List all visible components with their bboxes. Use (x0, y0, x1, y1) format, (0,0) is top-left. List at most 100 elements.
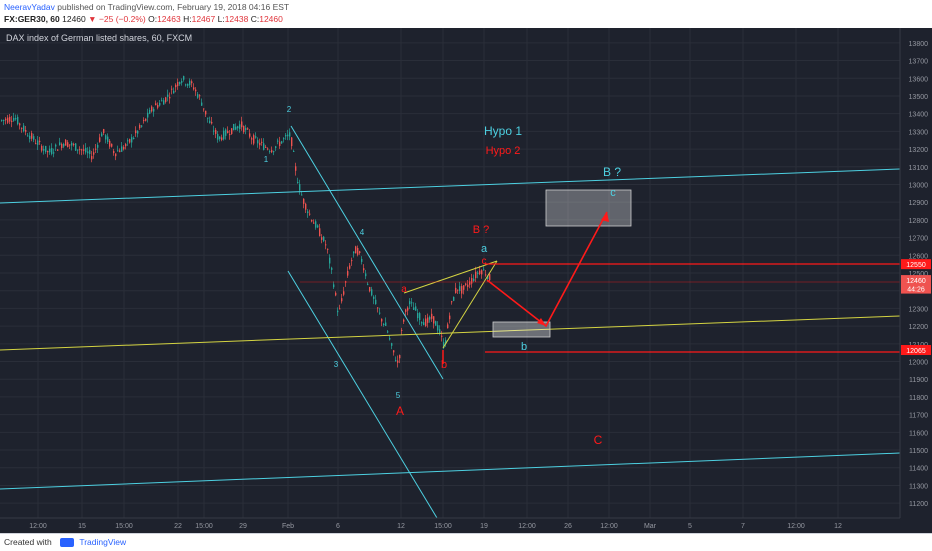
candle-body (45, 145, 47, 153)
candle-body (19, 123, 21, 126)
candle-body (291, 137, 293, 147)
candle-body (231, 128, 233, 134)
created-with: Created with TradingView (4, 537, 127, 548)
candle-body (455, 287, 457, 293)
candle-body (429, 316, 431, 320)
price-tick-label: 11600 (909, 430, 928, 437)
price-tick-label: 13800 (909, 41, 929, 48)
wave-label: 3 (334, 360, 339, 369)
close-value: 12460 (259, 14, 283, 24)
time-tick-label: 26 (564, 523, 572, 530)
candle-body (119, 150, 121, 153)
candle-body (427, 317, 429, 323)
candle-body (123, 146, 125, 150)
candle-body (89, 150, 91, 154)
candles (1, 75, 491, 368)
candle-body (39, 140, 41, 142)
candle-body (325, 244, 327, 246)
candle-body (449, 315, 451, 320)
candle-body (451, 301, 453, 303)
price-label-text: 12065 (906, 348, 926, 355)
candle-body (81, 149, 83, 151)
candle-body (5, 118, 7, 121)
time-tick-label: 12:00 (600, 523, 618, 530)
candle-body (457, 289, 459, 291)
price-tick-label: 11400 (909, 466, 928, 473)
high-value: 12467 (191, 14, 216, 24)
candle-body (419, 313, 421, 321)
candle-body (273, 151, 275, 153)
price-chart[interactable]: DAX index of German listed shares, 60, F… (0, 28, 932, 533)
price-label-badge (901, 259, 931, 270)
candle-body (221, 137, 223, 140)
wave-label: C (594, 433, 603, 447)
price-label-badge (901, 345, 931, 356)
wave-label: b (521, 341, 527, 353)
wave-label: c (482, 256, 487, 267)
tradingview-link[interactable]: TradingView (79, 537, 127, 547)
candle-body (331, 267, 333, 270)
candle-body (205, 110, 207, 115)
candle-body (183, 76, 185, 80)
down-channel-upper (290, 125, 444, 380)
candle-body (47, 150, 49, 153)
candle-body (41, 145, 43, 151)
candle-body (463, 285, 465, 290)
time-axis[interactable] (0, 518, 932, 533)
candle-body (285, 134, 287, 137)
candle-body (329, 257, 331, 264)
candle-body (117, 150, 119, 152)
candle-body (371, 289, 373, 296)
candle-body (433, 316, 435, 324)
candle-body (177, 82, 179, 87)
candle-body (293, 150, 295, 152)
candle-body (121, 146, 123, 152)
candle-body (99, 137, 101, 142)
candle-body (479, 270, 481, 274)
candle-body (35, 143, 37, 145)
candle-body (283, 138, 285, 140)
time-tick-label: 15 (78, 523, 86, 530)
candle-body (473, 278, 475, 281)
candle-body (135, 130, 137, 134)
wedge-lower (442, 260, 498, 349)
candle-body (327, 248, 329, 250)
candle-body (173, 90, 175, 94)
candle-body (207, 117, 209, 119)
time-tick-label: 6 (336, 523, 340, 530)
candle-body (151, 106, 153, 112)
wave-label: 5 (396, 391, 401, 400)
candle-body (65, 139, 67, 146)
candle-body (97, 144, 99, 148)
high-label: H: (183, 14, 192, 24)
candle-body (365, 273, 367, 277)
candle-body (215, 129, 217, 134)
candle-body (161, 100, 163, 102)
candle-body (313, 222, 315, 224)
candle-body (3, 119, 5, 121)
time-tick-label: 5 (688, 523, 692, 530)
price-tick-label: 11800 (909, 395, 928, 402)
candle-body (245, 127, 247, 131)
candle-body (31, 133, 33, 139)
price-label-text: 12550 (906, 262, 926, 269)
candle-body (209, 120, 211, 124)
candle-body (17, 116, 19, 125)
low-value: 12438 (224, 14, 249, 24)
symbol-label: FX:GER30, 60 (4, 14, 60, 24)
candle-body (383, 323, 385, 326)
candle-body (373, 296, 375, 299)
candle-body (311, 219, 313, 222)
price-change: −25 (−0.2%) (98, 14, 146, 24)
candle-body (131, 137, 133, 143)
candle-body (167, 94, 169, 97)
candle-body (289, 132, 291, 137)
author-link[interactable]: NeeravYadav (4, 2, 55, 12)
candle-body (467, 284, 469, 287)
price-axis[interactable] (900, 28, 932, 518)
price-tick-label: 13600 (909, 76, 929, 83)
candle-body (343, 291, 345, 295)
candle-body (377, 307, 379, 309)
target-box-b (545, 189, 632, 227)
candle-body (1, 119, 3, 121)
